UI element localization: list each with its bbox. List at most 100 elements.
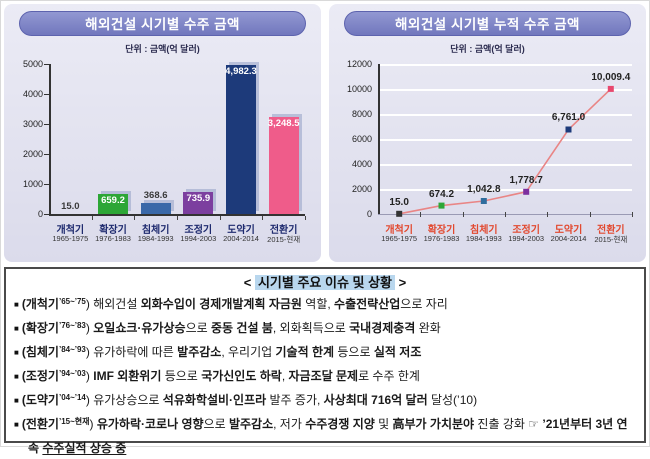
y-axis-tick: [44, 94, 49, 95]
issue-text-segment: 자금조달 문제: [288, 369, 359, 383]
x-years-label: 1984-1993: [137, 234, 174, 243]
gridline: [378, 89, 632, 91]
issue-text-segment: ’15~현재: [58, 417, 90, 426]
x-years-label: 1994-2003: [508, 234, 545, 243]
issue-text-segment: 국내경제충격: [349, 321, 416, 335]
issue-text-segment: 수주실적 상승 중: [42, 441, 127, 455]
chart-panel-cumulative-amount: 해외건설 시기별 누적 수주 금액 단위 : 금액(억 달러) 0 2000 400…: [329, 4, 646, 262]
gridline: [378, 189, 632, 191]
issue-text-segment: ’94~’03: [58, 369, 86, 378]
x-years-label: 2004-2014: [223, 234, 259, 243]
y-axis-tick-label: 1000: [22, 179, 43, 189]
issue-text-segment: 국가신인도 하락: [201, 369, 282, 383]
bullet-square-icon: ■: [14, 347, 19, 357]
point-value-label: 6,761.0: [551, 112, 586, 124]
x-years-label: 2015-현재: [267, 235, 301, 244]
x-category-label: 조정기: [184, 225, 213, 236]
issues-box: < 시기별 주요 이슈 및 상황 > ■ (개척기’65~’75) 해외건설 외화…: [4, 267, 646, 455]
gridline: [378, 114, 632, 116]
x-category-label: 도약기: [227, 225, 255, 236]
issue-text-segment: 로 수주 한계: [358, 369, 420, 383]
y-axis-tick-label: 0: [366, 209, 372, 219]
issue-text-segment: ’04~’14: [58, 393, 86, 402]
x-years-label: 1965-1975: [381, 234, 418, 243]
issue-text-segment: 발주감소: [228, 417, 274, 431]
x-years-label: 2004-2014: [550, 234, 587, 243]
point-value-label: 10,009.4: [591, 71, 631, 83]
gridline: [378, 64, 632, 66]
issue-bullet: ■ (침체기’84~’93) 유가하락에 따른 발주감소, 우리기업 기술적 한계…: [14, 341, 636, 365]
x-years-label: 1965-1975: [52, 234, 89, 243]
bar-value-label: 15.0: [61, 200, 80, 212]
x-category-label: 확장기: [99, 225, 127, 236]
bullet-square-icon: ■: [14, 299, 19, 309]
chart-panel-period-amount: 해외건설 시기별 수주 금액 단위 : 금액(억 달러) 0 1000 2000 30…: [4, 4, 321, 262]
issue-text-segment: 수주경쟁 지양: [305, 417, 375, 431]
x-axis-line: [49, 214, 305, 216]
issue-text-segment: 중동 건설 붐: [210, 321, 273, 335]
issue-bullet: ■ (조정기’94~’03) IMF 외환위기 등으로 국가신인도 하락, 자금조…: [14, 365, 636, 389]
line-chart-title: 해외건설 시기별 누적 수주 금액: [344, 11, 631, 36]
bar: [183, 191, 214, 214]
issue-text-segment: (전환기: [21, 417, 59, 431]
issue-bullet: ■ (개척기’65~’75) 해외건설 외화수입이 경제개발계획 자금원 역할, …: [14, 293, 636, 317]
heading-close-bracket: >: [398, 275, 407, 290]
bar-value-label: 659.2: [101, 195, 125, 207]
issue-text-segment: 으로 자리: [400, 297, 448, 311]
bar-chart-plot: 0 1000 2000 3000 4000 5000 15.0 개척기 1965-1975 659…: [13, 56, 313, 258]
point-value-label: 1,778.7: [509, 174, 543, 186]
issue-text-segment: 등으로: [161, 369, 202, 383]
x-axis-tick: [462, 212, 464, 217]
issue-text-segment: (확장기: [21, 321, 59, 335]
y-axis-tick: [44, 124, 49, 125]
line-chart-unit-label: 단위 : 금액(억 달러): [450, 44, 525, 54]
issue-text-segment: 외화수입이 경제개발계획 자금원: [140, 297, 302, 311]
y-axis-tick: [44, 214, 49, 215]
line-series: [396, 85, 614, 217]
point-value-label: 15.0: [389, 196, 409, 208]
issue-text-segment: , 외화획득으로: [272, 321, 350, 335]
data-point-marker: [565, 126, 572, 133]
issue-bullet: ■ (도약기’04~’14) 유가상승으로 석유화학설비·인프라 발주 증가, 사…: [14, 389, 636, 413]
issue-text-segment: 기술적 한계: [275, 345, 335, 359]
data-point-marker: [480, 198, 487, 204]
issue-text-segment: ) 해외건설: [85, 297, 141, 311]
x-axis-tick: [632, 212, 633, 217]
issue-text-segment: (조정기: [21, 369, 59, 383]
y-axis-tick-label: 2000: [351, 184, 372, 194]
issue-bullet: ■ (확장기’76~’83) 오일쇼크·유가상승으로 중동 건설 붐, 외화획득으…: [14, 317, 636, 341]
x-category-label: 개척기: [56, 225, 85, 236]
x-axis-tick: [219, 216, 221, 220]
issue-text-segment: ,: [281, 369, 289, 383]
issue-text-segment: 및: [374, 417, 393, 431]
issue-text-segment: ): [85, 369, 94, 383]
x-axis-tick: [134, 216, 136, 220]
issue-text-segment: 高부가 가치분야: [392, 417, 475, 431]
bar: [226, 64, 256, 214]
bullet-square-icon: ■: [14, 395, 19, 405]
issues-heading: < 시기별 주요 이슈 및 상황 >: [14, 273, 636, 293]
bar-value-label: 3,248.5: [267, 117, 300, 129]
issue-bullet: ■ (전환기’15~현재) 유가하락·코로나 영향으로 발주감소, 저가 수주경쟁…: [14, 413, 636, 459]
issue-text-segment: 수출전략산업: [334, 297, 401, 311]
issue-text-segment: ): [89, 417, 97, 431]
issue-text-segment: (도약기: [21, 393, 59, 407]
y-axis-tick-label: 3000: [22, 119, 43, 129]
gridline: [378, 139, 632, 141]
y-axis-tick-label: 6000: [351, 134, 372, 144]
bullet-square-icon: ■: [14, 371, 19, 381]
heading-text: 시기별 주요 이슈 및 상황: [254, 275, 396, 290]
issue-text-segment: ): [85, 321, 94, 335]
line-chart-plot: 0 2000 4000 6000 8000 10000 12000 15.0 개척기 1965-1…: [338, 56, 638, 258]
bullet-square-icon: ■: [14, 323, 19, 333]
data-point-marker: [607, 85, 614, 92]
bar-chart-title: 해외건설 시기별 수주 금액: [19, 11, 306, 36]
issue-text-segment: 실적 저조: [373, 345, 422, 359]
data-point-marker: [438, 202, 445, 209]
point-value-label: 674.2: [428, 188, 455, 200]
issue-text-segment: 달성(’10): [427, 393, 478, 407]
y-axis-tick: [44, 64, 49, 65]
x-years-label: 1976-1983: [423, 234, 460, 243]
y-axis-line: [49, 64, 51, 215]
bar-value-label: 368.6: [143, 189, 168, 201]
